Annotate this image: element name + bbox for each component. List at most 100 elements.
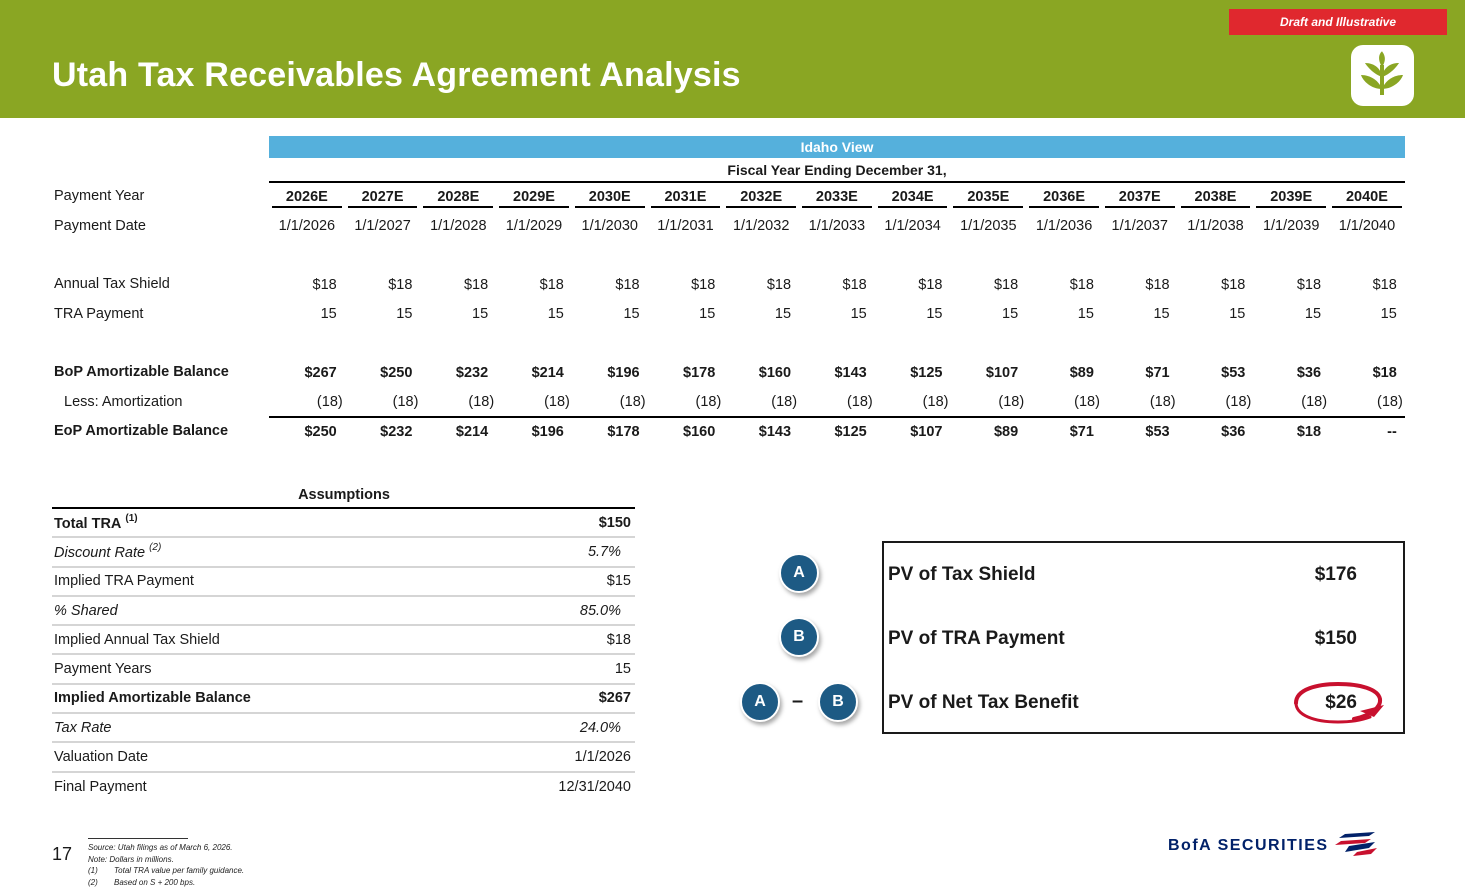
header-band	[0, 0, 1465, 118]
bop-balance-cell: $36	[1296, 365, 1322, 381]
years-row: 2026E 2027E 2028E 2029E 2030E 2031E 2032E 2033E…	[269, 186, 1405, 208]
row-label-amortization: Less: Amortization	[64, 394, 183, 410]
pv-net-benefit-row: PV of Net Tax Benefit $26	[884, 692, 1403, 722]
tra-payment-cell: 15	[396, 306, 413, 322]
assumption-row: Total TRA (1) $150	[52, 509, 635, 539]
assumption-label: Implied TRA Payment	[54, 573, 194, 589]
assumption-row: % Shared 85.0%	[52, 597, 635, 627]
footnote-1: (1) Total TRA value per family guidance.	[88, 865, 244, 877]
amortization-cell: (18)	[619, 394, 646, 410]
assumption-value: $150	[598, 514, 631, 531]
years-cell: 2034E	[877, 186, 948, 208]
assumption-value: 12/31/2040	[558, 779, 631, 796]
years-cell: 2030E	[574, 186, 645, 208]
bubble-b-net: B	[818, 682, 858, 722]
bop-balance-cell: $125	[910, 365, 943, 381]
assumption-label-text: Final Payment	[54, 779, 147, 796]
tax-shield-cell: $18	[842, 277, 867, 293]
assumption-label-text: Implied Annual Tax Shield	[54, 631, 220, 648]
amortization-cell: (18)	[544, 394, 570, 410]
pv-tra-payment-label: PV of TRA Payment	[888, 628, 1065, 649]
footnotes: Source: Utah filings as of March 6, 2026…	[88, 842, 244, 888]
bop-balance-cell: $53	[1221, 365, 1246, 381]
view-band: Idaho View	[269, 136, 1405, 158]
years-cell: 2035E	[953, 186, 1024, 208]
years-cell: 2040E	[1332, 186, 1402, 208]
assumption-row: Implied Amortizable Balance $267	[52, 685, 635, 715]
eop-balance-row: $250 $232 $214 $196 $178 $160 $143 $125 $107 $89 $…	[269, 421, 1405, 443]
amortization-cell: (18)	[316, 394, 343, 410]
pv-tax-shield-value: $176	[1314, 564, 1357, 585]
assumption-row: Payment Years 15	[52, 655, 635, 685]
years-cell: 2033E	[802, 186, 872, 208]
tra-payment-row: 15 15 15 15 15 15 15 15 15 15 15 15 15 15 15	[269, 303, 1405, 325]
assumption-label: Implied Annual Tax Shield	[54, 632, 220, 648]
sprout-logo-icon	[1361, 51, 1403, 95]
assumption-value: 5.7%	[587, 543, 621, 560]
amortization-cell: (18)	[1074, 394, 1100, 410]
amortization-cell: (18)	[1149, 394, 1176, 410]
assumption-value: 15	[614, 661, 631, 678]
bop-balance-cell: $250	[380, 365, 413, 381]
pv-tax-shield-row: PV of Tax Shield $176	[884, 564, 1403, 594]
tax-shield-cell: $18	[993, 277, 1019, 293]
assumption-label: Total TRA (1)	[54, 513, 138, 532]
eop-balance-cell: $143	[758, 424, 792, 440]
years-cell: 2026E	[272, 186, 342, 208]
years-cell: 2038E	[1180, 186, 1251, 208]
bop-balance-cell: $160	[758, 365, 792, 381]
eop-balance-cell: $107	[910, 424, 943, 440]
tax-shield-cell: $18	[615, 277, 640, 293]
assumption-label-text: Valuation Date	[54, 749, 149, 766]
years-cell: 2039E	[1256, 186, 1327, 208]
assumption-label-text: Discount Rate	[54, 545, 146, 562]
assumption-label-text: % Shared	[54, 602, 118, 619]
tra-payment-cell: 15	[699, 306, 716, 322]
dates-cell: 1/1/2033	[808, 218, 866, 234]
amortization-cell: (18)	[922, 394, 949, 410]
assumption-value: 85.0%	[579, 602, 621, 619]
tax-shield-cell: $18	[463, 277, 489, 293]
dates-cell: 1/1/2030	[581, 218, 638, 234]
bop-balance-cell: $178	[683, 365, 716, 381]
eop-balance-cell: $89	[993, 424, 1019, 440]
tra-payment-cell: 15	[1077, 306, 1094, 322]
assumption-footnote-marker: (1)	[125, 513, 138, 525]
assumption-footnote-marker: (2)	[149, 542, 162, 554]
eop-balance-cell: $232	[380, 424, 413, 440]
tax-shield-cell: $18	[1372, 277, 1397, 293]
brand-wordmark: BofA SECURITIES	[1168, 837, 1329, 854]
assumption-label: Payment Years	[54, 661, 152, 677]
tra-payment-cell: 15	[320, 306, 337, 322]
assumption-label-text: Tax Rate	[54, 719, 112, 736]
assumption-value: 1/1/2026	[574, 749, 631, 766]
dates-cell: 1/1/2038	[1187, 218, 1244, 234]
bop-balance-cell: $196	[607, 365, 640, 381]
amortization-cell: (18)	[1225, 394, 1252, 410]
years-cell: 2036E	[1029, 186, 1099, 208]
assumption-label: Implied Amortizable Balance	[54, 690, 251, 706]
eop-balance-cell: $178	[607, 424, 640, 440]
assumption-value: 24.0%	[579, 719, 621, 736]
dates-cell: 1/1/2028	[430, 218, 487, 234]
amortization-cell: (18)	[695, 394, 722, 410]
dates-cell: 1/1/2039	[1262, 218, 1320, 234]
dates-row: 1/1/2026 1/1/2027 1/1/2028 1/1/2029 1/1/2030…	[269, 215, 1405, 237]
tax-shield-cell: $18	[388, 277, 413, 293]
tra-payment-cell: 15	[547, 306, 564, 322]
flag-logo-icon	[1335, 832, 1377, 856]
tra-payment-cell: 15	[774, 306, 792, 322]
tax-shield-cell: $18	[312, 277, 337, 293]
assumption-value: $267	[598, 690, 631, 707]
eop-balance-cell: $36	[1221, 424, 1246, 440]
amortization-cell: (18)	[392, 394, 419, 410]
page-number: 17	[52, 844, 73, 864]
footnote-rule	[88, 838, 188, 839]
assumption-value: $18	[606, 631, 631, 648]
eop-balance-cell: $196	[531, 424, 564, 440]
dates-cell: 1/1/2036	[1035, 218, 1093, 234]
row-label-payment-date: Payment Date	[54, 218, 146, 234]
amortization-rule	[269, 416, 1405, 418]
bubble-a-net: A	[740, 682, 780, 722]
page-title: Utah Tax Receivables Agreement Analysis	[52, 56, 741, 94]
